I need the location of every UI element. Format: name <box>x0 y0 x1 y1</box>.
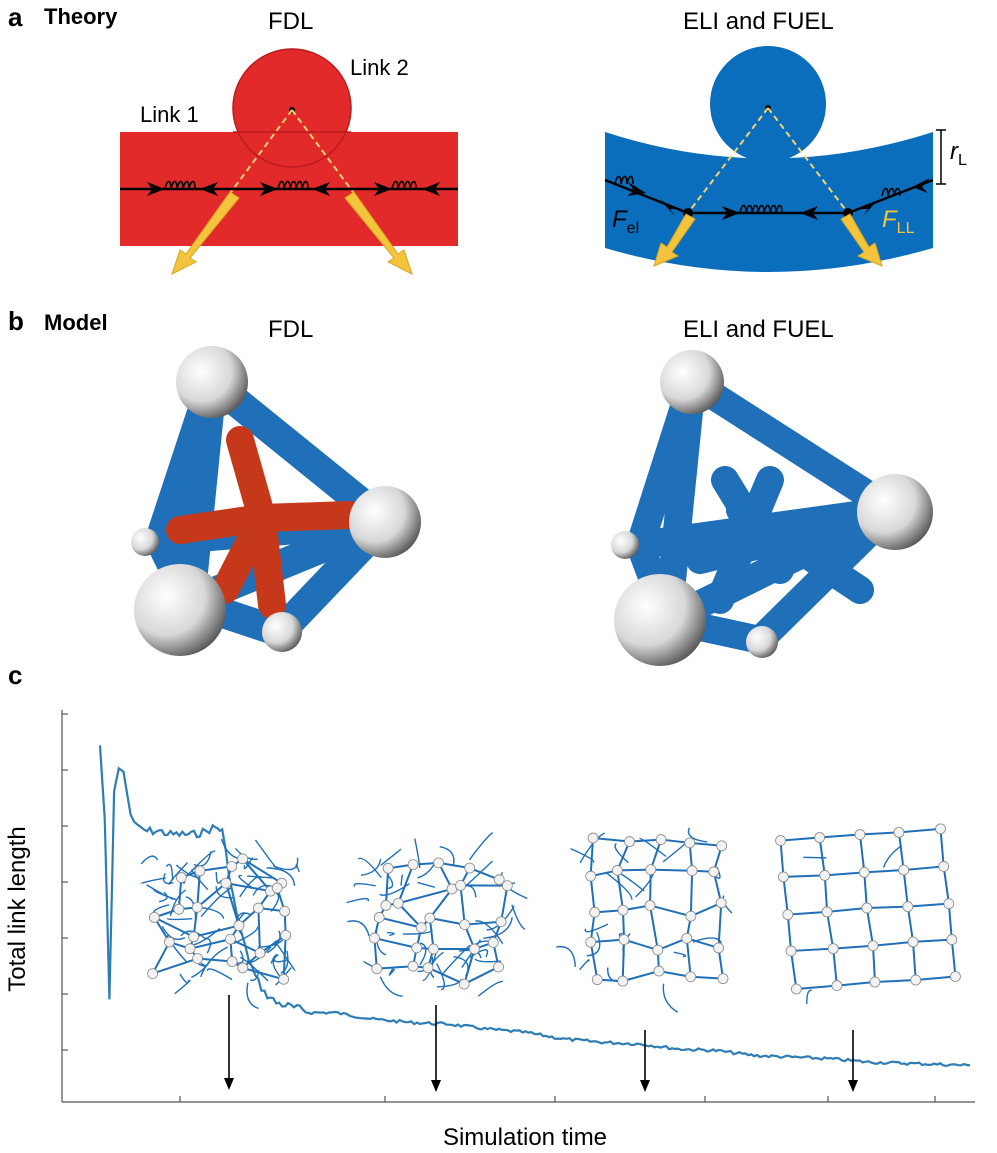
rl-label: rL <box>950 138 967 170</box>
f-ll-label: FLL <box>882 206 914 238</box>
panel-a-right-title: ELI and FUEL <box>683 8 834 35</box>
f-el-sub: el <box>626 219 640 237</box>
chart-x-label: Simulation time <box>442 1124 608 1151</box>
panel-a-title: Theory <box>44 4 118 29</box>
network-insets <box>140 823 961 1013</box>
f-el-label: Fel <box>612 206 639 238</box>
network-inset-1 <box>140 838 300 1010</box>
f-ll-main: F <box>882 206 897 233</box>
chart-y-label: Total link length <box>4 826 31 992</box>
network-inset-4 <box>775 823 961 1004</box>
fdl-model <box>131 346 421 656</box>
f-el-main: F <box>612 206 627 233</box>
pointer-arrow-head <box>224 1078 234 1090</box>
panel-a-left-title: FDL <box>268 8 314 35</box>
rl-label-sub: L <box>958 151 967 169</box>
eli-arrows <box>627 178 930 220</box>
f-ll-sub: LL <box>896 219 915 237</box>
fdl-springs <box>164 180 417 190</box>
link1-label: Link 1 <box>140 102 199 127</box>
model-renders <box>131 346 933 666</box>
pointer-arrow-head <box>848 1080 858 1092</box>
eli-force-arrows <box>653 213 883 267</box>
panel-b-right-title: ELI and FUEL <box>683 316 834 343</box>
eli-link1-slab <box>605 132 933 272</box>
total-link-length-chart <box>61 710 975 1103</box>
eli-link2-circle <box>710 46 826 162</box>
fdl-theory-diagram <box>120 46 946 275</box>
eli-springs <box>614 175 901 214</box>
pointer-arrow-head <box>640 1080 650 1092</box>
panel-c-letter: c <box>8 660 23 690</box>
panel-b-title: Model <box>44 310 108 335</box>
rl-bracket <box>936 129 946 185</box>
panel-b-letter: b <box>8 306 24 336</box>
pointer-arrow-head <box>431 1080 441 1092</box>
link2-label: Link 2 <box>350 55 409 80</box>
fdl-arrows <box>147 182 440 196</box>
panel-a-letter: a <box>8 2 23 32</box>
rl-label-main: r <box>950 138 958 165</box>
panel-b-left-title: FDL <box>268 316 314 343</box>
pointer-arrows <box>224 995 858 1092</box>
eli-model <box>611 350 933 666</box>
network-inset-2 <box>346 832 528 997</box>
chart-axes <box>61 710 975 1103</box>
series-line <box>98 745 971 1068</box>
network-inset-3 <box>556 827 733 1013</box>
fdl-force-arrows <box>171 191 413 275</box>
